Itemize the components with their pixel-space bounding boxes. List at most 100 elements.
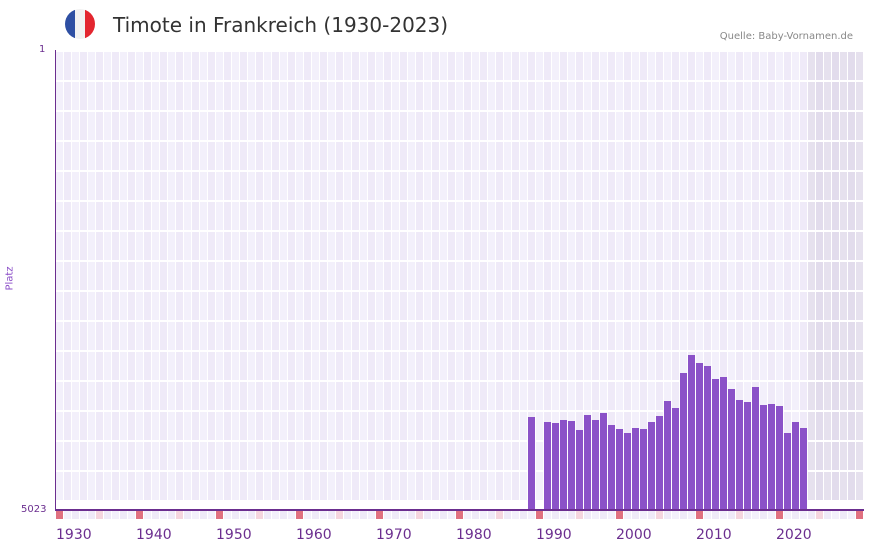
year-marker <box>488 511 495 519</box>
bar[interactable] <box>752 387 759 509</box>
bar[interactable] <box>592 420 599 509</box>
year-marker <box>176 511 183 519</box>
y-axis-title: Platz <box>4 266 16 291</box>
year-marker <box>80 511 87 519</box>
year-marker <box>336 511 343 519</box>
bar[interactable] <box>616 429 623 509</box>
year-marker <box>312 511 319 519</box>
bar[interactable] <box>744 402 751 509</box>
year-marker <box>584 511 591 519</box>
year-marker <box>624 511 631 519</box>
bar[interactable] <box>576 430 583 509</box>
year-marker <box>608 511 615 519</box>
bar[interactable] <box>672 408 679 509</box>
year-marker <box>688 511 695 519</box>
year-marker <box>536 511 543 519</box>
year-marker <box>240 511 247 519</box>
year-marker <box>136 511 143 519</box>
year-marker <box>704 511 711 519</box>
year-marker <box>352 511 359 519</box>
bar[interactable] <box>680 373 687 509</box>
bar[interactable] <box>728 389 735 509</box>
bar[interactable] <box>696 363 703 509</box>
year-marker <box>512 511 519 519</box>
bar[interactable] <box>776 406 783 509</box>
bar[interactable] <box>664 401 671 509</box>
bar[interactable] <box>704 366 711 509</box>
year-marker <box>808 511 815 519</box>
bar[interactable] <box>624 433 631 509</box>
bar[interactable] <box>648 422 655 509</box>
bar[interactable] <box>600 413 607 509</box>
bar[interactable] <box>640 429 647 509</box>
year-marker <box>384 511 391 519</box>
year-marker <box>424 511 431 519</box>
year-marker <box>496 511 503 519</box>
bar[interactable] <box>760 405 767 509</box>
bar[interactable] <box>632 428 639 509</box>
year-marker <box>504 511 511 519</box>
year-marker <box>320 511 327 519</box>
bar[interactable] <box>800 428 807 509</box>
year-marker <box>104 511 111 519</box>
bar[interactable] <box>528 417 535 509</box>
bar[interactable] <box>784 433 791 509</box>
bar[interactable] <box>688 355 695 509</box>
bar[interactable] <box>720 377 727 509</box>
year-marker <box>696 511 703 519</box>
year-marker <box>376 511 383 519</box>
year-marker <box>400 511 407 519</box>
year-marker <box>752 511 759 519</box>
year-marker <box>72 511 79 519</box>
year-marker <box>816 511 823 519</box>
bar[interactable] <box>792 422 799 509</box>
y-tick-bottom: 5023 <box>21 504 47 515</box>
bar[interactable] <box>608 425 615 509</box>
bar[interactable] <box>544 422 551 509</box>
year-marker <box>576 511 583 519</box>
year-marker <box>632 511 639 519</box>
year-marker <box>840 511 847 519</box>
year-marker <box>120 511 127 519</box>
year-marker <box>552 511 559 519</box>
year-marker <box>440 511 447 519</box>
year-marker <box>224 511 231 519</box>
year-marker <box>208 511 215 519</box>
year-marker <box>112 511 119 519</box>
bar[interactable] <box>656 416 663 509</box>
year-marker <box>416 511 423 519</box>
year-marker <box>776 511 783 519</box>
year-marker <box>280 511 287 519</box>
year-marker <box>232 511 239 519</box>
x-tick-label: 1950 <box>216 527 252 543</box>
bar[interactable] <box>712 379 719 509</box>
bar[interactable] <box>560 420 567 509</box>
year-marker <box>472 511 479 519</box>
year-marker <box>432 511 439 519</box>
x-tick-label: 1980 <box>456 527 492 543</box>
bar[interactable] <box>552 423 559 509</box>
year-marker <box>656 511 663 519</box>
year-marker <box>88 511 95 519</box>
year-marker <box>528 511 535 519</box>
bar[interactable] <box>736 400 743 509</box>
year-marker <box>568 511 575 519</box>
year-marker <box>64 511 71 519</box>
year-marker <box>272 511 279 519</box>
year-marker <box>672 511 679 519</box>
x-tick-label: 1960 <box>296 527 332 543</box>
bar[interactable] <box>584 415 591 509</box>
source-label: Quelle: Baby-Vornamen.de <box>719 31 853 42</box>
year-marker <box>128 511 135 519</box>
x-tick-label: 1990 <box>536 527 572 543</box>
year-marker <box>152 511 159 519</box>
x-tick-label: 2010 <box>696 527 732 543</box>
x-tick-label: 1970 <box>376 527 412 543</box>
year-marker <box>448 511 455 519</box>
bar[interactable] <box>768 404 775 509</box>
bar[interactable] <box>568 421 575 509</box>
year-marker <box>664 511 671 519</box>
year-marker <box>464 511 471 519</box>
year-marker <box>456 511 463 519</box>
year-marker <box>744 511 751 519</box>
